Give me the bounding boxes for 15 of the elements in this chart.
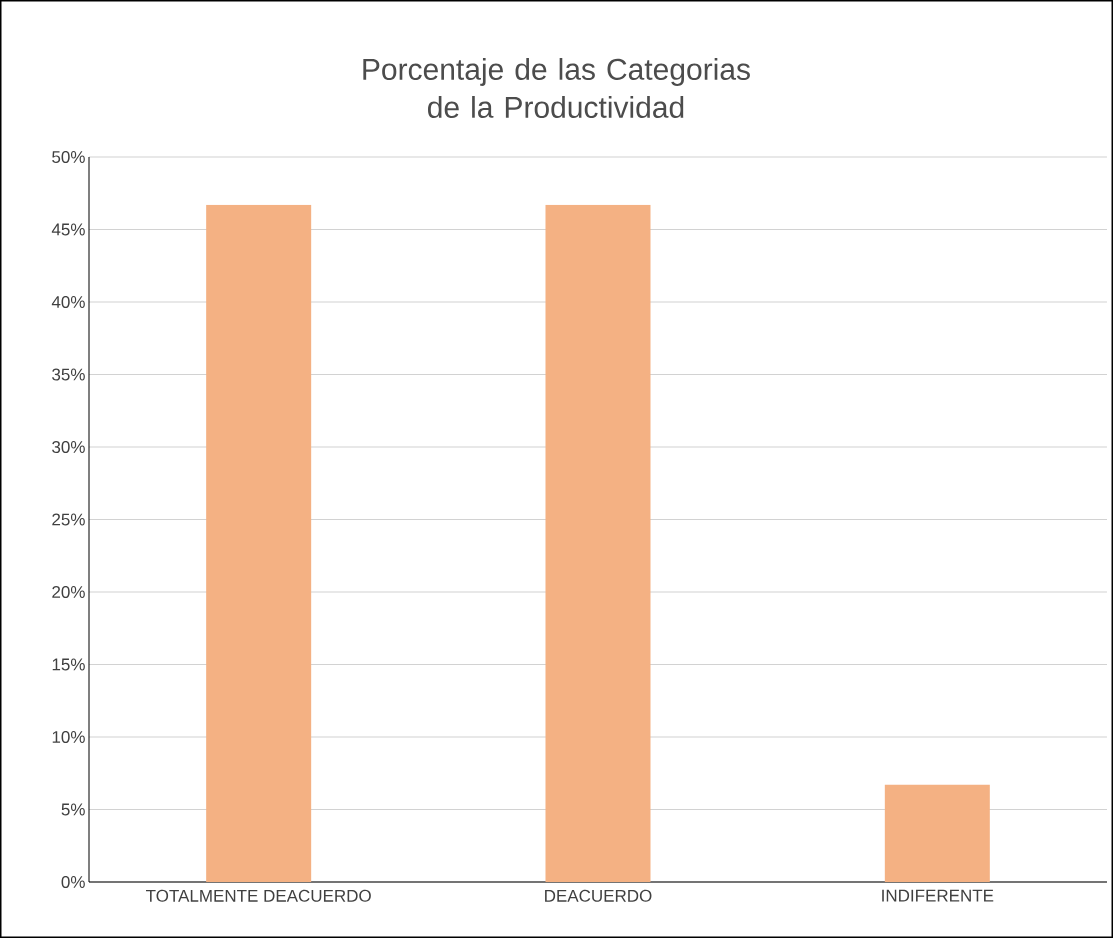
y-tick-label: 20% (52, 585, 85, 599)
x-tick-label: INDIFERENTE (882, 889, 994, 902)
y-tick-label: 30% (52, 440, 85, 454)
y-tick-label: 5% (61, 803, 85, 816)
y-tick-label: 35% (52, 368, 85, 381)
y-tick-label: 50% (52, 150, 85, 164)
y-tick-label: 0% (61, 875, 85, 889)
y-tick-label: 45% (51, 223, 85, 236)
y-tick-label: 10% (52, 730, 85, 744)
x-tick-label: TOTALMENTE DEACUERDO (146, 889, 371, 902)
y-tick-label: 40% (51, 295, 85, 309)
y-tick-label: 15% (52, 658, 85, 671)
y-tick-label: 25% (52, 513, 85, 526)
chart-title: Porcentaje de las Categorias de la Productividad (363, 57, 750, 119)
x-tick-label: DEACUERDO (545, 889, 652, 902)
